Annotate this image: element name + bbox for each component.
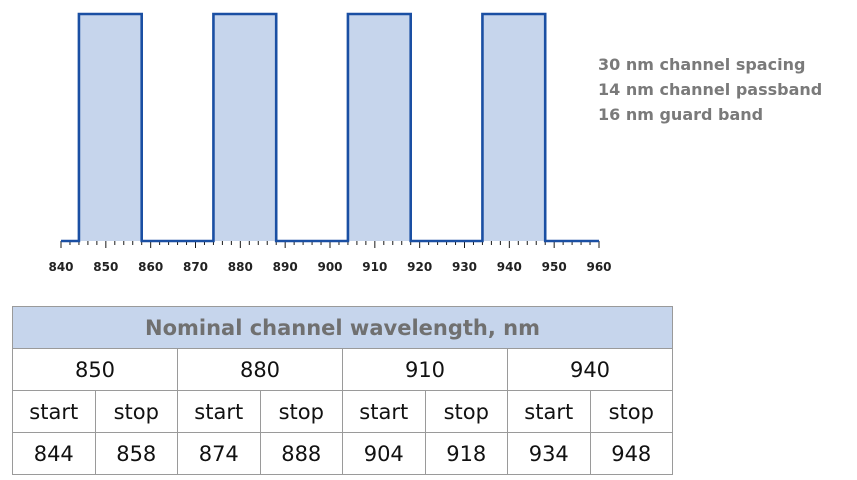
nominal-cell: 850 bbox=[12, 348, 178, 391]
table-title: Nominal channel wavelength, nm bbox=[12, 306, 673, 349]
start-value-cell: 934 bbox=[507, 432, 591, 475]
stop-value-cell: 948 bbox=[589, 432, 673, 475]
nominal-cell: 910 bbox=[342, 348, 508, 391]
passband-fill bbox=[213, 14, 277, 241]
stop-value-cell: 888 bbox=[259, 432, 343, 475]
start-value-cell: 904 bbox=[342, 432, 426, 475]
note-guard-band: 16 nm guard band bbox=[598, 105, 764, 124]
start-value-cell: 874 bbox=[177, 432, 261, 475]
nominal-row: 850 880 910 940 bbox=[12, 348, 673, 391]
x-tick-label: 860 bbox=[138, 260, 163, 274]
x-tick-label: 870 bbox=[183, 260, 208, 274]
start-header-cell: start bbox=[177, 390, 261, 433]
x-tick-label: 910 bbox=[362, 260, 387, 274]
stop-value-cell: 858 bbox=[94, 432, 178, 475]
stop-header-cell: stop bbox=[94, 390, 178, 433]
passband-fill bbox=[78, 14, 142, 241]
x-tick-label: 880 bbox=[228, 260, 253, 274]
nominal-cell: 880 bbox=[177, 348, 343, 391]
x-tick-label: 930 bbox=[452, 260, 477, 274]
stop-value-cell: 918 bbox=[424, 432, 508, 475]
start-stop-header-row: start stop start stop start stop start s… bbox=[12, 390, 673, 433]
x-tick-label: 900 bbox=[317, 260, 342, 274]
x-tick-label: 840 bbox=[48, 260, 73, 274]
x-tick-label: 940 bbox=[497, 260, 522, 274]
stop-header-cell: stop bbox=[259, 390, 343, 433]
x-tick-label: 960 bbox=[586, 260, 611, 274]
x-tick-label: 850 bbox=[93, 260, 118, 274]
x-tick-label: 920 bbox=[407, 260, 432, 274]
channel-wavelength-table: Nominal channel wavelength, nm 850 880 9… bbox=[12, 306, 673, 475]
stop-header-cell: stop bbox=[424, 390, 508, 433]
start-stop-values-row: 844 858 874 888 904 918 934 948 bbox=[12, 432, 673, 475]
note-channel-spacing: 30 nm channel spacing bbox=[598, 55, 806, 74]
start-header-cell: start bbox=[12, 390, 96, 433]
table-title-row: Nominal channel wavelength, nm bbox=[12, 306, 673, 349]
nominal-cell: 940 bbox=[507, 348, 673, 391]
x-tick-label: 890 bbox=[273, 260, 298, 274]
x-tick-label: 950 bbox=[542, 260, 567, 274]
passband-fill bbox=[347, 14, 411, 241]
start-header-cell: start bbox=[342, 390, 426, 433]
stop-header-cell: stop bbox=[589, 390, 673, 433]
start-value-cell: 844 bbox=[12, 432, 96, 475]
passband-fill bbox=[482, 14, 546, 241]
note-channel-passband: 14 nm channel passband bbox=[598, 80, 823, 99]
channel-passband-diagram: 840 850 860 870 880 890 900 910 920 930 940 950 960 bbox=[48, 12, 612, 274]
start-header-cell: start bbox=[507, 390, 591, 433]
channel-notes: 30 nm channel spacing 14 nm channel pass… bbox=[598, 52, 822, 127]
passband-outline bbox=[61, 12, 599, 243]
